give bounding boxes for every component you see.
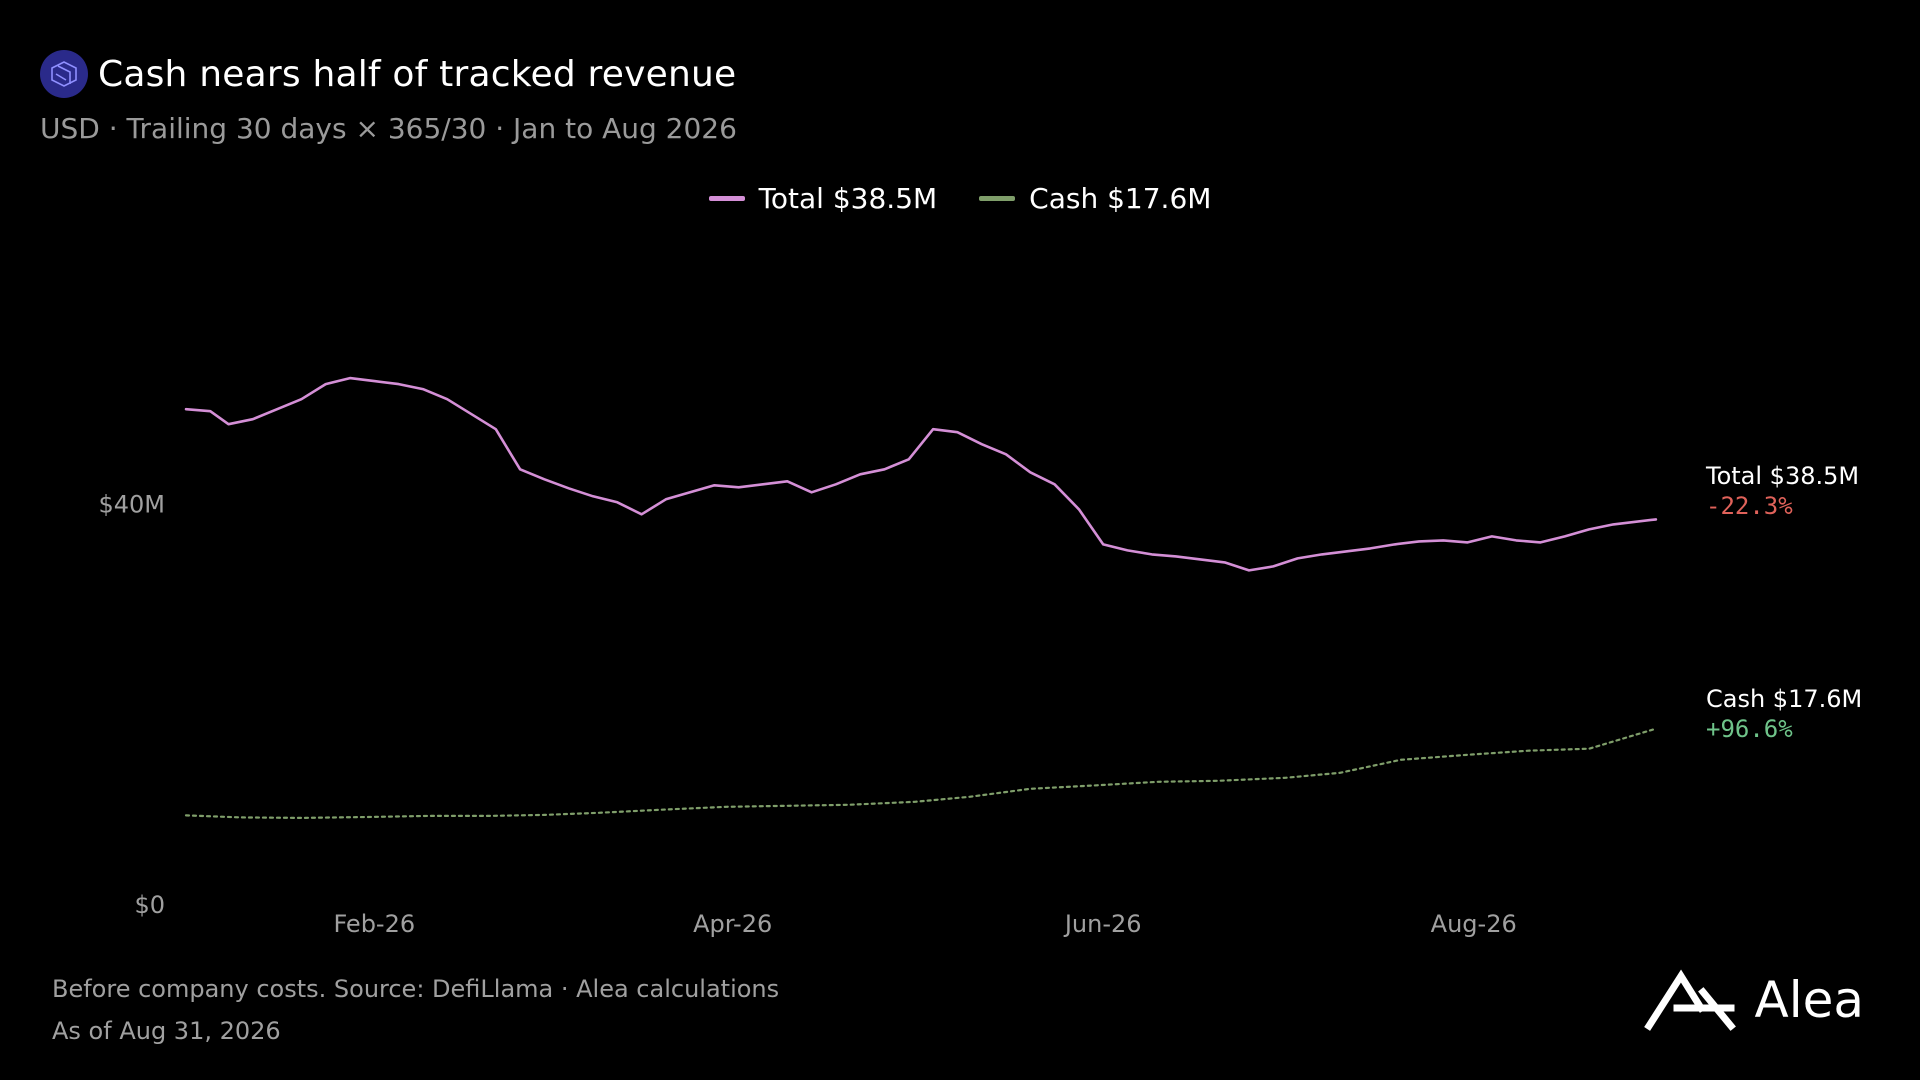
end-label-total-text: Total $38.5M <box>1705 462 1859 490</box>
alea-logo-icon <box>1643 969 1736 1031</box>
y-tick-label: $40M <box>98 490 165 518</box>
legend-item-total: Total $38.5M <box>708 182 938 215</box>
source-note: Before company costs. Source: DefiLlama … <box>52 975 780 1003</box>
brand-name: Alea <box>1754 971 1865 1029</box>
legend-label-total: Total $38.5M <box>758 182 938 215</box>
end-label-total: Total $38.5M -22.3% <box>1705 462 1859 520</box>
chart-title: Cash nears half of tracked revenue <box>98 53 737 95</box>
legend-item-cash: Cash $17.6M <box>979 182 1211 215</box>
x-tick-label: Apr-26 <box>693 910 772 938</box>
x-tick-label: Jun-26 <box>1063 910 1142 938</box>
chart-header: Cash nears half of tracked revenue USD ·… <box>40 50 737 145</box>
end-label-cash-change: +96.6% <box>1706 715 1793 743</box>
legend-label-cash: Cash $17.6M <box>1029 182 1212 215</box>
chart-legend: Total $38.5M Cash $17.6M <box>0 182 1920 215</box>
brand: Alea <box>1643 968 1865 1032</box>
legend-swatch-total <box>708 196 745 201</box>
y-axis: $0 $40M <box>98 490 165 919</box>
end-label-cash-text: Cash $17.6M <box>1706 685 1862 713</box>
y-tick-label: $0 <box>134 891 165 919</box>
protocol-logo-icon <box>40 50 88 98</box>
x-tick-label: Aug-26 <box>1431 910 1517 938</box>
protocol-logo-graphic <box>51 61 77 87</box>
end-label-cash: Cash $17.6M +96.6% <box>1706 685 1862 743</box>
legend-swatch-cash <box>979 196 1016 201</box>
series-layer <box>184 376 1658 820</box>
series-line-cash <box>184 727 1658 820</box>
chart-subtitle: USD · Trailing 30 days × 365/30 · Jan to… <box>40 112 737 145</box>
end-label-total-change: -22.3% <box>1706 492 1793 520</box>
title-row: Cash nears half of tracked revenue <box>40 50 737 98</box>
as-of-date: As of Aug 31, 2026 <box>52 1017 281 1045</box>
x-tick-label: Feb-26 <box>333 910 415 938</box>
series-line-total <box>184 376 1658 572</box>
chart-footer: Before company costs. Source: DefiLlama … <box>52 968 779 1052</box>
x-axis: Feb-26 Apr-26 Jun-26 Aug-26 <box>333 910 1516 938</box>
